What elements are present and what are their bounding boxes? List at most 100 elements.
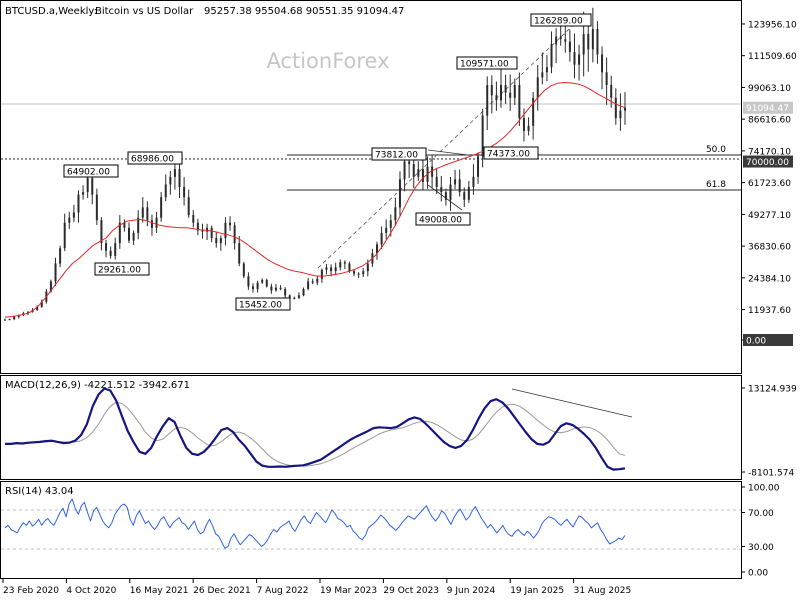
price-annotation: 29261.00 [94,262,150,276]
candle-body [178,169,181,188]
candle-body [605,72,608,86]
candle-body [421,169,424,182]
candle-body [123,222,126,228]
candle-body [297,295,300,298]
candle-body [417,169,420,177]
svg-text:70000.00: 70000.00 [746,158,789,168]
y-tick-label: 36830.60 [748,243,791,253]
svg-text:126289.00: 126289.00 [534,17,583,27]
rsi-line [4,498,626,549]
candle-body [500,85,502,101]
candle-body [173,169,176,177]
candle-body [54,263,57,282]
candle-body [624,107,626,111]
candle-body [219,238,222,244]
price-annotations: 64902.00 68986.00 29261.00 15452.00 73812.00… [63,13,592,311]
candle-body [458,179,461,193]
macd-title: MACD(12,26,9) -4221.512 -3942.671 [5,380,190,391]
candle-body [587,34,590,50]
candle-body [196,222,199,231]
x-tick-label: 29 Oct 2023 [383,586,439,596]
y-tick-label: 99063.10 [748,84,791,94]
candle-body [472,176,475,188]
price-annotation: 15452.00 [235,297,291,311]
y-tick-label: 86616.60 [748,116,791,126]
candle-body [408,161,411,165]
candle-body [601,54,604,73]
candle-body [247,276,250,287]
candle-body [238,243,241,264]
candle-body [513,85,516,98]
chart-description: Bitcoin vs US Dollar [95,6,194,17]
price-annotation: 68986.00 [127,151,183,165]
candle-body [150,220,153,228]
candle-body [477,156,480,177]
candle-body [86,178,89,193]
candle-body [105,243,108,251]
svg-text:29261.00: 29261.00 [98,266,141,276]
candle-body [339,262,342,268]
candle-body [481,115,484,157]
candle-body [435,176,438,188]
x-tick-label: 19 Mar 2023 [320,586,377,596]
candle-body [444,192,447,200]
chart-symbol: BTCUSD.a,Weekly: [5,6,97,17]
candle-body [536,77,539,98]
candle-body [325,267,328,270]
rsi-title: RSI(14) 43.04 [5,486,74,497]
svg-text:91094.47: 91094.47 [746,104,789,114]
candle-body [265,280,268,287]
y-tick-label: 123956.10 [748,20,797,30]
candles-layer [4,7,626,321]
candle-body [550,44,553,68]
candle-body [229,222,232,226]
candle-body [279,287,282,290]
candle-body [100,220,103,244]
candle-body [357,273,360,275]
candle-body [467,187,470,200]
candle-body [568,41,571,52]
candle-body [132,232,135,241]
candle-body [224,222,227,239]
y-tick-label: 70.00 [748,509,774,519]
candle-body [311,281,314,283]
candle-body [302,289,305,296]
candle-body [82,192,85,195]
candle-body [293,297,296,299]
candle-body [330,267,333,272]
candle-body [403,161,406,180]
candle-body [169,176,172,185]
candle-body [431,166,434,177]
trend-line [317,13,586,269]
candle-body [334,267,337,272]
candle-body [362,271,365,275]
candle-body [545,67,548,73]
macd-line [5,387,626,471]
candle-body [137,217,140,233]
y-tick-label: 111509.60 [748,52,797,62]
candle-body [13,316,16,320]
y-tick-label: 0.00 [748,569,768,579]
candle-body [95,194,98,221]
candle-body [63,222,66,249]
candle-body [619,110,622,119]
candle-body [160,197,163,218]
candle-body [40,301,43,307]
svg-text:0.00: 0.00 [746,337,766,347]
candle-body [614,97,617,119]
candle-body [270,286,273,291]
candle-body [284,289,287,296]
x-tick-label: 7 Aug 2022 [257,586,309,596]
candle-body [256,282,259,290]
x-tick-label: 19 Jan 2025 [510,586,564,596]
candle-body [77,194,80,213]
candle-body [596,28,599,55]
candle-body [366,263,369,272]
candle-body [109,250,112,256]
candle-body [343,262,346,264]
y-tick-label: 30.00 [748,543,774,553]
candle-body [509,92,512,98]
candle-body [449,184,452,200]
candle-body [274,287,277,291]
